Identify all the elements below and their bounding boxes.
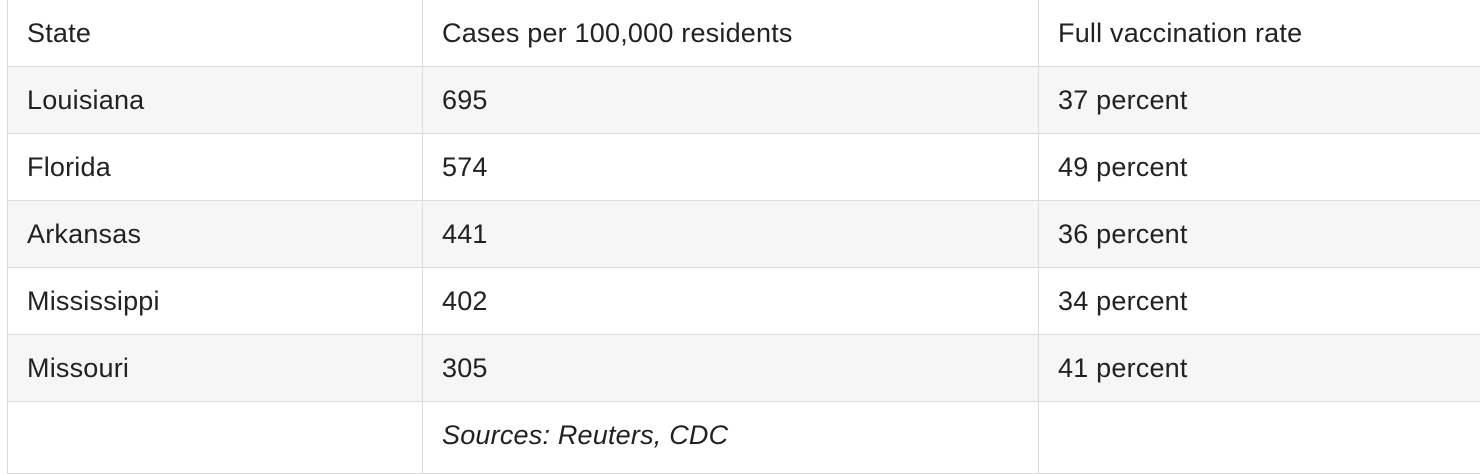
column-header-vaccination-rate: Full vaccination rate [1039,0,1480,67]
data-table: State Cases per 100,000 residents Full v… [7,0,1480,474]
source-note: Sources: Reuters, CDC [423,402,1039,474]
cell-state: Louisiana [8,67,423,134]
cell-state: Missouri [8,335,423,402]
cell-vaccination-rate: 36 percent [1039,201,1480,268]
table-row: Florida 574 49 percent [8,134,1480,201]
cell-vaccination-rate: 41 percent [1039,335,1480,402]
cell-cases: 695 [423,67,1039,134]
table-row: Mississippi 402 34 percent [8,268,1480,335]
column-header-cases: Cases per 100,000 residents [423,0,1039,67]
table-header-row: State Cases per 100,000 residents Full v… [8,0,1480,67]
table-row: Arkansas 441 36 percent [8,201,1480,268]
cell-vaccination-rate: 49 percent [1039,134,1480,201]
cell-cases: 305 [423,335,1039,402]
table-row: Louisiana 695 37 percent [8,67,1480,134]
table-row: Missouri 305 41 percent [8,335,1480,402]
cell-state: Arkansas [8,201,423,268]
empty-cell [1039,402,1480,474]
cell-vaccination-rate: 34 percent [1039,268,1480,335]
empty-cell [8,402,423,474]
cell-vaccination-rate: 37 percent [1039,67,1480,134]
cell-cases: 441 [423,201,1039,268]
source-row: Sources: Reuters, CDC [8,402,1480,474]
column-header-state: State [8,0,423,67]
cell-cases: 402 [423,268,1039,335]
cell-cases: 574 [423,134,1039,201]
cell-state: Mississippi [8,268,423,335]
cell-state: Florida [8,134,423,201]
